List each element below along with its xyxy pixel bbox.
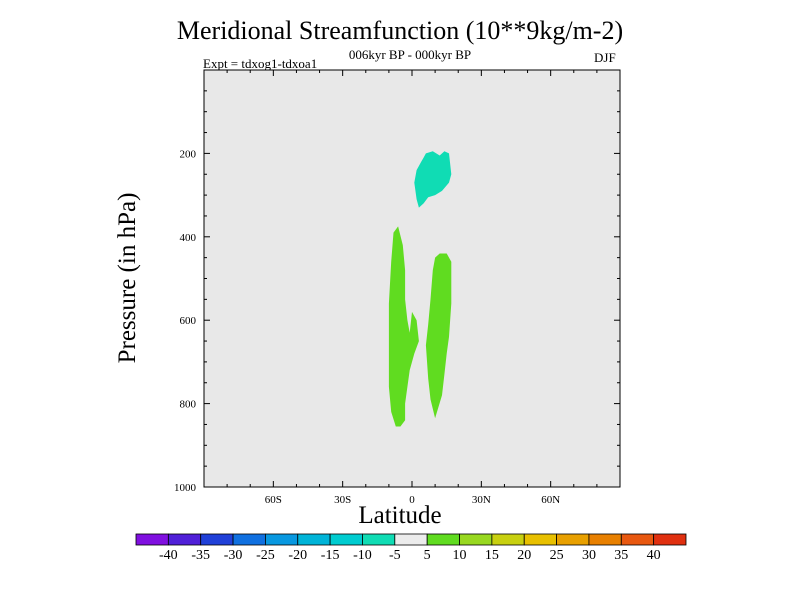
colorbar-swatch — [200, 533, 234, 546]
colorbar-label: -10 — [353, 548, 372, 563]
colorbar-label: 5 — [424, 548, 431, 563]
colorbar-swatch — [523, 533, 557, 546]
colorbar-swatch — [167, 533, 202, 546]
colorbar-label: -20 — [288, 548, 307, 563]
colorbar-swatch — [135, 533, 169, 546]
x-tick-label: 0 — [409, 494, 415, 506]
colorbar-label: 25 — [550, 548, 564, 563]
axis-ticks: 60S 30S 0 30N 60N 200 400 600 800 1000 — [174, 70, 620, 506]
colorbar-swatch — [459, 533, 493, 546]
colorbar-label: -5 — [389, 548, 401, 563]
colorbar-label: -35 — [191, 548, 210, 563]
chart-title: Meridional Streamfunction (10**9kg/m-2) — [176, 16, 624, 45]
x-tick-label: 30S — [334, 494, 351, 506]
x-tick-label: 30N — [472, 494, 491, 506]
season-label: DJF — [594, 50, 616, 65]
colorbar-label: 35 — [614, 548, 628, 563]
contour-region-negative-cell-upper — [414, 151, 452, 208]
colorbar-swatch — [556, 533, 590, 546]
colorbar-label: 15 — [485, 548, 499, 563]
colorbar-label: 30 — [582, 548, 596, 563]
y-tick-label: 400 — [180, 232, 197, 244]
y-tick-label: 600 — [180, 315, 197, 327]
colorbar-label: 20 — [517, 548, 531, 563]
y-tick-label: 1000 — [174, 482, 197, 494]
colorbar-label: -40 — [159, 548, 178, 563]
colorbar-swatch — [426, 533, 460, 546]
contour-regions — [388, 151, 452, 427]
colorbar-swatch — [297, 533, 331, 546]
plot-area — [204, 70, 620, 487]
colorbar-label: -25 — [256, 548, 275, 563]
y-tick-label: 800 — [180, 399, 197, 411]
colorbar-label: 10 — [453, 548, 467, 563]
x-axis-label: Latitude — [358, 502, 442, 529]
plot-frame — [203, 69, 621, 488]
colorbar-label: -15 — [321, 548, 340, 563]
colorbar-swatch — [362, 533, 396, 546]
colorbar-swatch — [653, 533, 687, 546]
colorbar-swatch — [394, 533, 428, 546]
colorbar-swatch — [265, 533, 299, 546]
x-tick-label: 60N — [541, 494, 560, 506]
colorbar: -40 -35 -30 -25 -20 -15 -10 -5 5 10 15 20 25 30 35 40 — [135, 533, 687, 563]
y-tick-label: 200 — [180, 148, 197, 160]
colorbar-label: -30 — [224, 548, 243, 563]
experiment-label: Expt = tdxog1-tdxoa1 — [203, 56, 318, 71]
contour-region-positive-cell-left — [388, 226, 419, 427]
contour-region-positive-cell-right — [425, 253, 452, 419]
colorbar-swatch — [232, 533, 266, 546]
chart-subtitle: 006kyr BP - 000kyr BP — [348, 47, 472, 62]
colorbar-swatch — [620, 533, 655, 546]
colorbar-swatch — [588, 533, 622, 546]
colorbar-swatch — [329, 533, 363, 546]
colorbar-label: 40 — [647, 548, 661, 563]
colorbar-swatch — [491, 533, 525, 546]
x-tick-label: 60S — [265, 494, 282, 506]
